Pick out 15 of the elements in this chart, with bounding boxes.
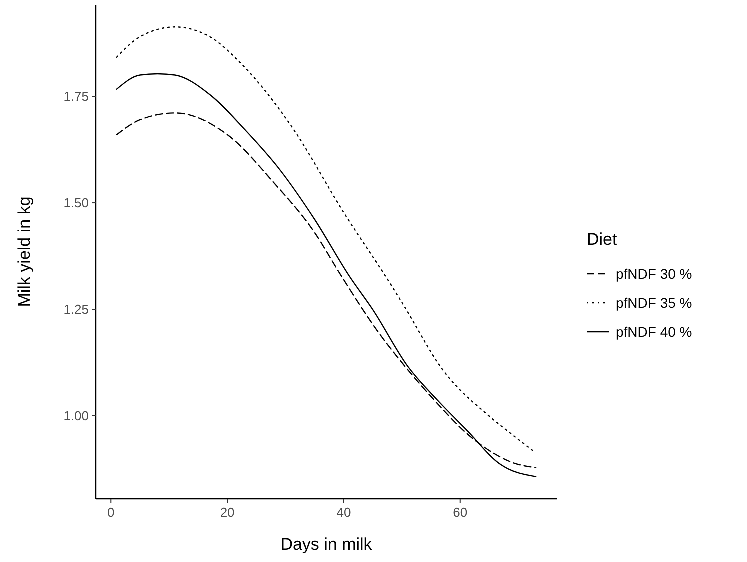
line-series <box>116 26 534 452</box>
x-tick-label: 60 <box>453 505 468 520</box>
x-axis-title: Days in milk <box>280 535 373 554</box>
y-axis-title: Milk yield in kg <box>15 196 34 308</box>
x-tick-label: 0 <box>108 505 115 520</box>
y-tick-label: 1.25 <box>64 302 89 317</box>
x-tick-label: 20 <box>220 505 235 520</box>
legend-title: Diet <box>587 230 618 249</box>
legend-label: pfNDF 30 % <box>616 266 692 282</box>
y-tick-label: 1.75 <box>64 89 89 104</box>
y-tick-label: 1.50 <box>64 196 89 211</box>
x-tick-label: 40 <box>336 505 352 520</box>
y-tick-label: 1.00 <box>64 408 89 424</box>
legend-label: pfNDF 35 % <box>616 295 692 311</box>
legend-label: pfNDF 40 % <box>616 324 692 340</box>
